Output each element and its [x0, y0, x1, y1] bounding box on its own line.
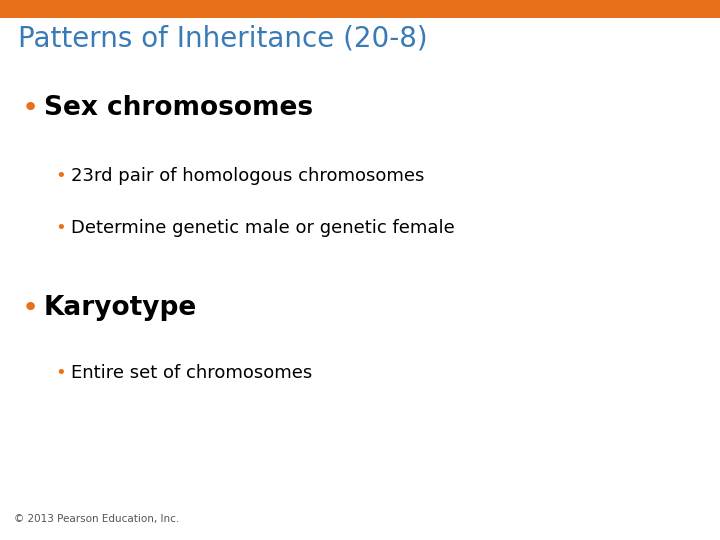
Text: •: •: [55, 364, 66, 382]
Text: Patterns of Inheritance (20-8): Patterns of Inheritance (20-8): [18, 24, 428, 52]
Text: © 2013 Pearson Education, Inc.: © 2013 Pearson Education, Inc.: [14, 514, 179, 524]
Text: Determine genetic male or genetic female: Determine genetic male or genetic female: [71, 219, 455, 237]
Text: Entire set of chromosomes: Entire set of chromosomes: [71, 364, 312, 382]
Text: •: •: [55, 219, 66, 237]
Text: 23rd pair of homologous chromosomes: 23rd pair of homologous chromosomes: [71, 167, 424, 185]
Text: •: •: [55, 167, 66, 185]
Text: Sex chromosomes: Sex chromosomes: [44, 95, 313, 121]
FancyBboxPatch shape: [0, 0, 720, 18]
Text: •: •: [22, 294, 40, 322]
Text: •: •: [22, 94, 40, 122]
Text: Karyotype: Karyotype: [44, 295, 197, 321]
